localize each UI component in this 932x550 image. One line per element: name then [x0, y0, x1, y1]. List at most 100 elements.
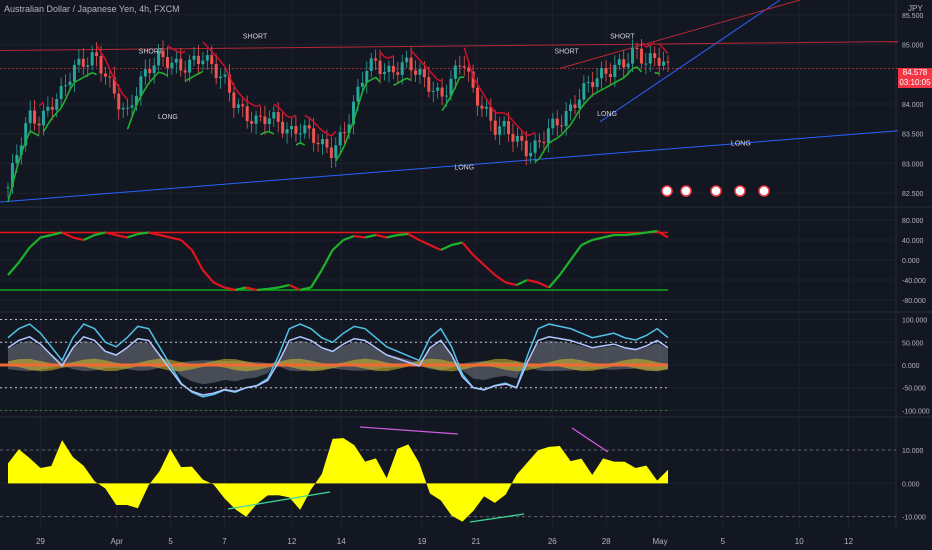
trailing-stop-line: [636, 66, 643, 73]
trailing-stop-line: [662, 48, 669, 55]
candle-body: [77, 58, 81, 65]
candle-body: [489, 106, 493, 121]
last-price-value: 84.578: [902, 68, 928, 77]
candle-body: [440, 87, 444, 97]
trailing-stop-line: [308, 117, 315, 123]
x-tick-label: 7: [222, 537, 227, 546]
candle-body: [387, 65, 391, 72]
oscillator-line: [407, 233, 420, 241]
trailing-stop-line: [375, 76, 381, 83]
trailing-stop-line: [561, 129, 567, 136]
candle-body: [152, 65, 156, 74]
trailing-stop-line: [503, 112, 509, 117]
candle-body: [55, 99, 59, 110]
trailing-stop-line: [512, 120, 518, 127]
candle-body: [272, 112, 276, 119]
trailing-stop-line: [552, 137, 558, 142]
trailing-stop-line: [118, 86, 124, 96]
trailing-stop-line: [632, 66, 638, 70]
trailing-stop-line: [556, 133, 563, 139]
oscillator-line: [537, 281, 550, 289]
oscillator-line: [17, 246, 31, 264]
trailing-stop-line: [228, 76, 235, 87]
candle-body: [546, 128, 550, 144]
candle-body: [15, 154, 19, 164]
candle-body: [405, 57, 409, 63]
trailing-stop-line: [348, 120, 355, 134]
x-tick-label: Apr: [111, 537, 124, 546]
trailing-stop-line: [330, 130, 337, 137]
candle-body: [343, 132, 347, 134]
trailing-stop-line: [627, 68, 634, 75]
signal-label: SHORT: [139, 48, 164, 55]
candle-body: [666, 61, 670, 63]
trailing-stop-line: [658, 43, 665, 50]
candle-body: [210, 55, 214, 64]
candle-body: [507, 121, 511, 135]
trailing-stop-line: [654, 71, 660, 75]
candle-body: [484, 106, 488, 109]
candle-body: [245, 106, 249, 122]
candle-body: [396, 72, 400, 75]
candle-body: [161, 50, 165, 58]
trailing-stop-line: [507, 115, 514, 122]
oscillator-line: [516, 279, 528, 286]
signal-label: LONG: [158, 114, 178, 121]
y-tick-label: 85.000: [902, 43, 924, 50]
candle-body: [586, 82, 590, 84]
candle-body: [538, 140, 542, 142]
candle-body: [582, 83, 586, 100]
candle-body: [648, 53, 652, 64]
trailing-stop-line: [419, 59, 425, 66]
candle-body: [294, 125, 298, 134]
y-tick-label: 80.000: [902, 218, 924, 225]
trailing-stop-line: [481, 91, 488, 100]
trailing-stop-line: [184, 77, 190, 82]
divergence-line: [571, 427, 609, 453]
trailing-stop-line: [645, 44, 651, 48]
trailing-stop-line: [467, 61, 474, 78]
oscillator-line: [646, 229, 658, 234]
trailing-stop-line: [587, 94, 594, 101]
trailing-stop-line: [264, 130, 270, 134]
trailing-stop-line: [34, 132, 40, 137]
trailing-stop-line: [51, 112, 58, 119]
candle-body: [555, 118, 559, 126]
trailing-stop-line: [175, 50, 182, 54]
candle-body: [378, 60, 382, 75]
trailing-stop-line: [104, 59, 111, 70]
candle-body: [608, 73, 612, 78]
candle-body: [564, 111, 568, 127]
oscillator-line: [40, 233, 52, 239]
candle-body: [352, 101, 356, 125]
candle-body: [232, 92, 236, 108]
oscillator-line: [505, 281, 517, 287]
candle-body: [192, 55, 196, 60]
trailing-stop-line: [215, 55, 222, 62]
trailing-stop-line: [569, 117, 576, 126]
trailing-stop-line: [153, 71, 160, 78]
oscillator-line: [624, 232, 636, 237]
oscillator-line: [159, 233, 171, 239]
oscillator-line: [61, 231, 74, 239]
oscillator-line: [234, 286, 247, 292]
x-tick-label: 19: [418, 537, 427, 546]
last-price-badge: 84.578 03:10:05: [898, 68, 932, 88]
oscillator-line: [527, 278, 539, 284]
trailing-stop-line: [618, 77, 625, 81]
y-tick-label: 0.000: [902, 258, 920, 265]
candle-body: [174, 58, 178, 63]
candle-body: [498, 126, 502, 135]
candle-body: [81, 58, 85, 67]
candle-body: [635, 48, 639, 50]
trailing-stop-line: [149, 76, 155, 83]
trailing-stop-line: [454, 76, 461, 88]
trailing-stop-line: [69, 81, 76, 90]
oscillator-line: [148, 231, 160, 237]
trailing-stop-line: [428, 69, 434, 76]
trailing-stop-line: [242, 96, 248, 103]
trailing-stop-line: [476, 83, 483, 93]
trailing-stop-line: [135, 95, 142, 106]
